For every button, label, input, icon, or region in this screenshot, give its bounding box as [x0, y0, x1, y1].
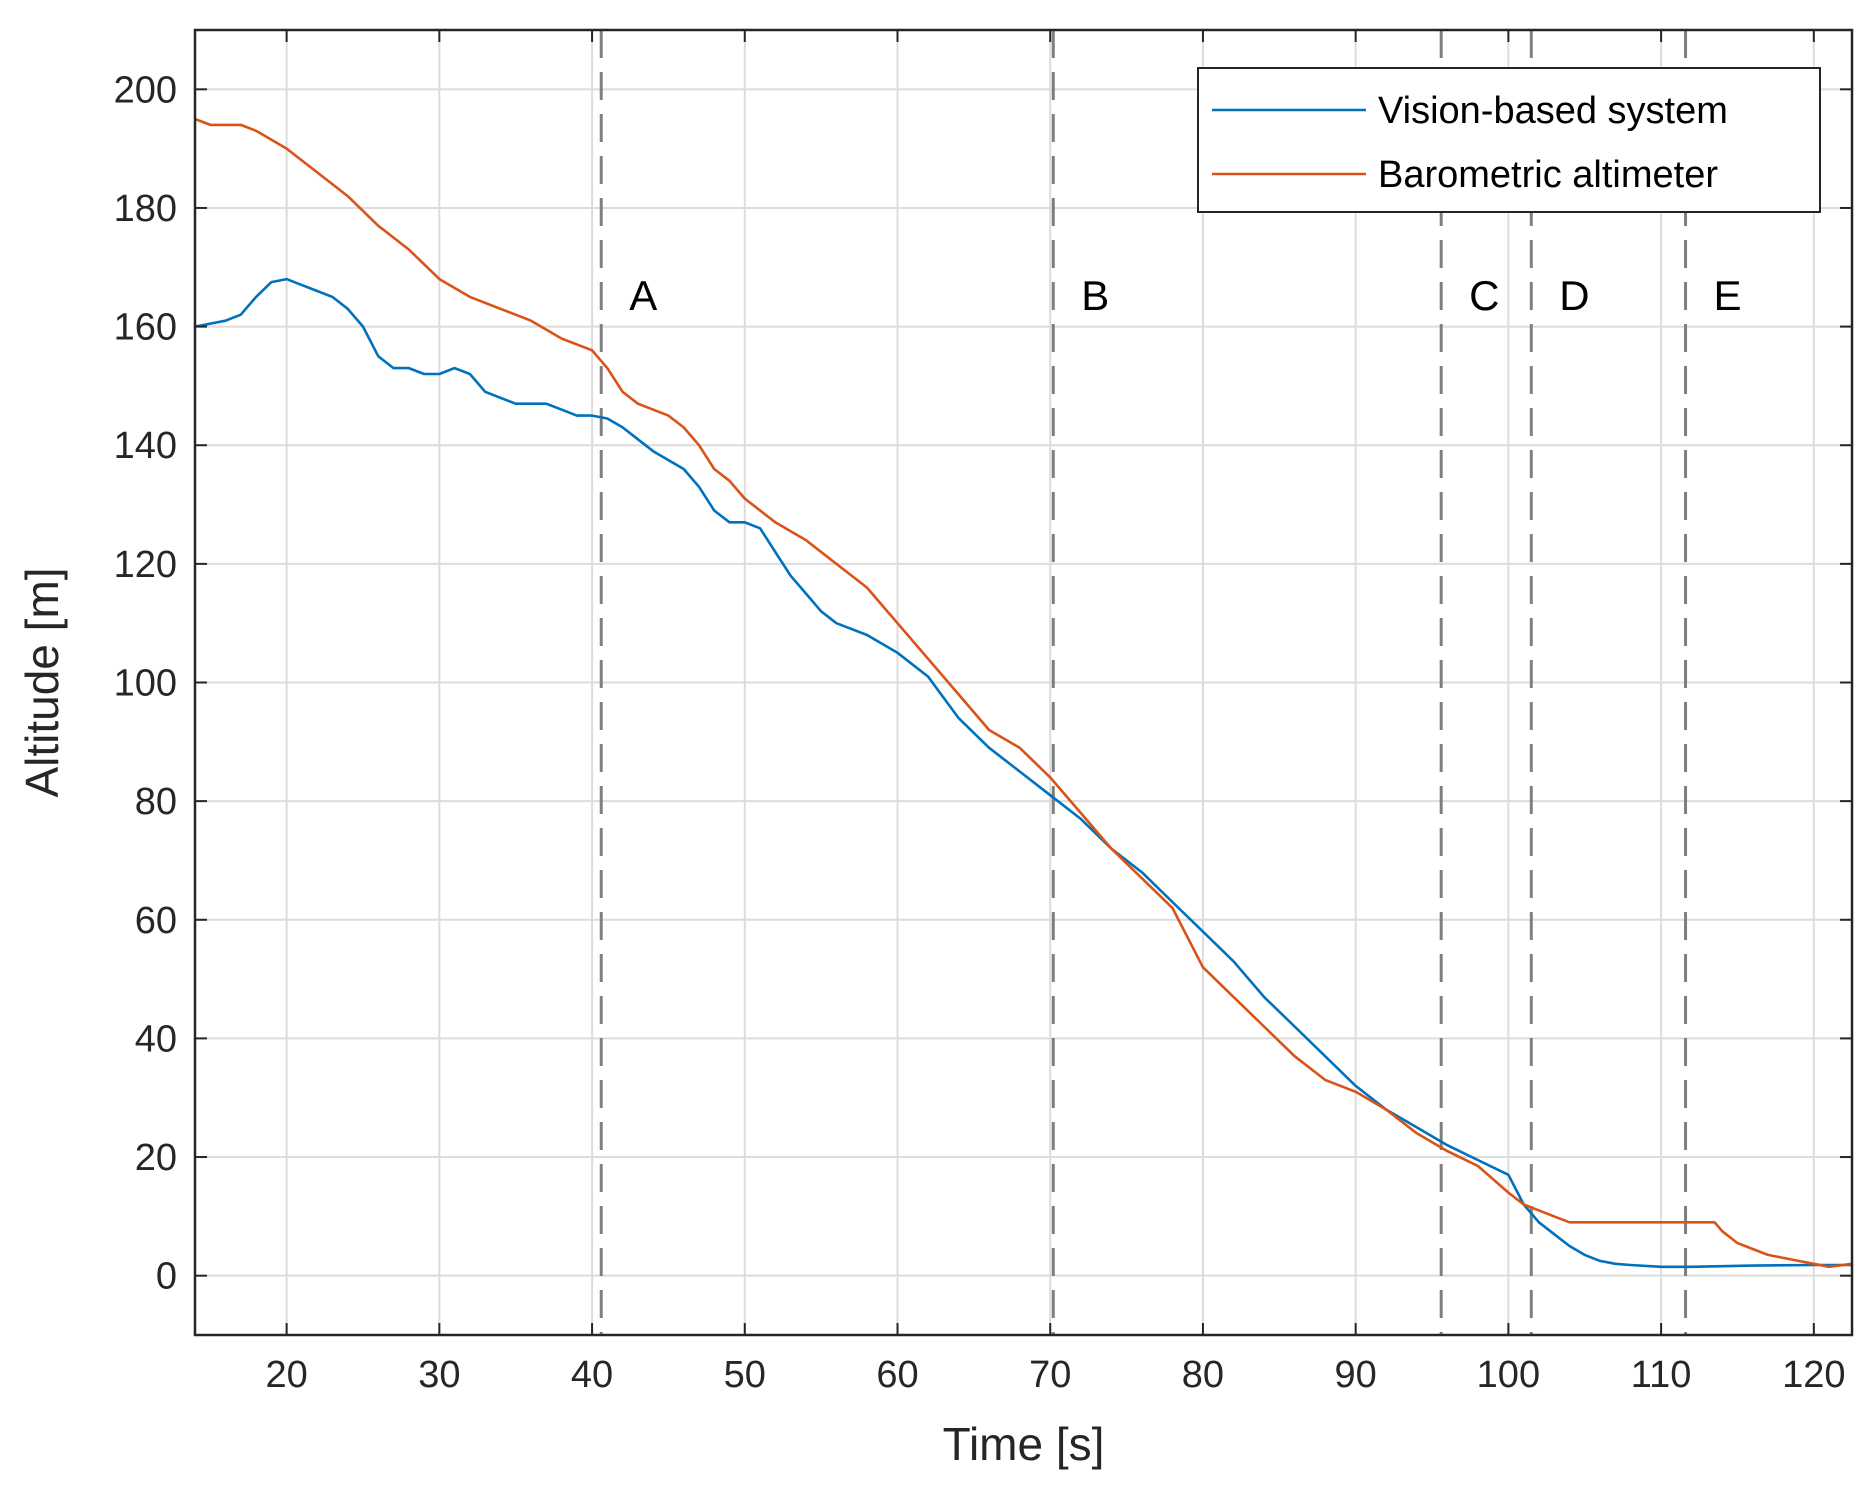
y-tick-label: 40	[135, 1018, 177, 1060]
x-tick-label: 80	[1182, 1354, 1224, 1396]
y-axis-label: Altitude [m]	[16, 567, 68, 797]
barometric-series-line	[194, 117, 1853, 1269]
x-tick-label: 30	[418, 1354, 460, 1396]
x-tick-label: 60	[876, 1354, 918, 1396]
y-tick-label: 80	[135, 781, 177, 823]
x-tick-label: 110	[1631, 1354, 1692, 1396]
phase-label-a: A	[629, 272, 657, 319]
grid-layer	[195, 30, 1852, 1335]
y-tick-label: 100	[114, 663, 177, 705]
y-tick-label: 0	[156, 1256, 177, 1298]
axis-ticks: 20 30 40 50 60 70 80 90 100 110 120 0 20 40 60 80 100 120…	[114, 30, 1852, 1396]
x-tick-label: 40	[571, 1354, 613, 1396]
x-tick-label: 70	[1029, 1354, 1071, 1396]
legend-box	[1197, 67, 1821, 213]
x-tick-label: 100	[1477, 1354, 1540, 1396]
y-tick-label: 120	[114, 544, 177, 586]
phase-label-c: C	[1469, 272, 1499, 319]
legend-label-vision: Vision-based system	[1378, 90, 1728, 132]
series-layer	[194, 117, 1853, 1269]
legend-label-barometric: Barometric altimeter	[1378, 154, 1718, 196]
phase-label-b: B	[1081, 272, 1109, 319]
y-tick-label: 20	[135, 1137, 177, 1179]
x-tick-label: 120	[1782, 1354, 1845, 1396]
phase-label-d: D	[1559, 272, 1589, 319]
phase-label-e: E	[1714, 272, 1742, 319]
legend: Vision-based system Barometric altimeter	[1197, 67, 1821, 213]
x-tick-label: 50	[724, 1354, 766, 1396]
x-tick-label: 90	[1335, 1354, 1377, 1396]
y-tick-label: 180	[114, 188, 177, 230]
y-tick-label: 160	[114, 307, 177, 349]
vision-based-series-line	[194, 277, 1852, 1269]
x-tick-label: 20	[265, 1354, 307, 1396]
y-tick-label: 140	[114, 425, 177, 467]
phase-lines: A B C D E	[599, 30, 1742, 1335]
x-axis-label: Time [s]	[943, 1418, 1105, 1470]
y-tick-label: 200	[114, 69, 177, 111]
y-tick-label: 60	[135, 900, 177, 942]
